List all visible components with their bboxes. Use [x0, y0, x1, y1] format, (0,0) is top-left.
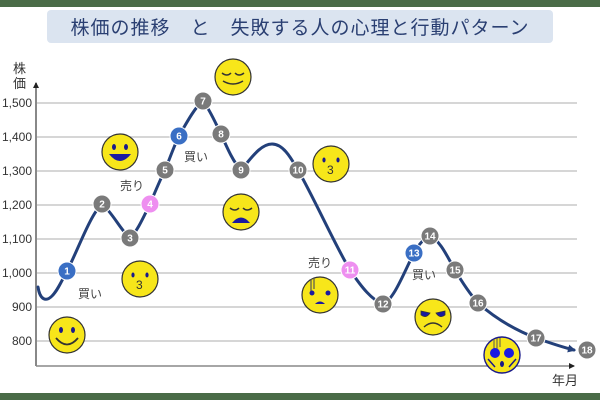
data-point-18: 18	[577, 340, 597, 360]
svg-text:12: 12	[377, 300, 389, 311]
buy-label: 買い	[78, 287, 102, 301]
title-box: 株価の推移 と 失敗する人の心理と行動パターン	[47, 10, 553, 43]
bottom-frame-band	[0, 393, 600, 400]
data-point-16: 16	[468, 293, 488, 313]
y-tick-label: 1,100	[2, 232, 32, 246]
y-tick-label: 800	[12, 334, 32, 348]
svg-text:11: 11	[345, 266, 356, 277]
svg-text:6: 6	[176, 132, 182, 143]
x-axis-title: 年月	[552, 374, 578, 389]
svg-text:5: 5	[162, 166, 168, 177]
sad-face-icon	[222, 193, 260, 231]
svg-text:14: 14	[424, 232, 436, 243]
svg-text:10: 10	[292, 166, 304, 177]
svg-text:1: 1	[64, 267, 70, 278]
data-point-7: 7	[193, 91, 213, 111]
svg-text:4: 4	[147, 200, 153, 211]
data-point-4: 4	[140, 194, 160, 214]
worried-face-icon	[301, 276, 339, 314]
sell-label: 売り	[120, 178, 144, 193]
svg-text:8: 8	[218, 130, 224, 141]
data-point-10: 10	[288, 160, 308, 180]
data-point-15: 15	[445, 260, 465, 280]
grinning-face-icon	[101, 133, 139, 171]
svg-text:18: 18	[581, 346, 593, 357]
data-point-17: 17	[526, 328, 546, 348]
data-point-5: 5	[155, 160, 175, 180]
angry-face-icon	[414, 298, 452, 336]
whistling-face-icon: 3	[312, 145, 350, 183]
data-point-3: 3	[120, 228, 140, 248]
y-tick-label: 1,200	[2, 198, 32, 212]
svg-text:17: 17	[530, 334, 542, 345]
y-tick-label: 1,400	[2, 130, 32, 144]
buy-label: 買い	[184, 150, 208, 164]
svg-text:7: 7	[200, 97, 206, 108]
happy-face-icon	[48, 316, 86, 354]
y-tick-label: 900	[12, 300, 32, 314]
faces: 3 3	[48, 58, 521, 374]
svg-text:3: 3	[327, 163, 334, 177]
top-frame-band	[0, 0, 600, 7]
data-point-12: 12	[373, 294, 393, 314]
svg-text:3: 3	[127, 234, 133, 245]
data-point-11: 11	[340, 260, 360, 280]
data-point-9: 9	[231, 160, 251, 180]
content-face-icon	[214, 58, 252, 96]
y-tick-label: 1,000	[2, 266, 32, 280]
data-point-13: 13	[404, 243, 424, 263]
whistling-face-icon: 3	[121, 260, 159, 298]
data-point-14: 14	[420, 226, 440, 246]
y-tick-label: 1,300	[2, 164, 32, 178]
svg-text:3: 3	[136, 278, 143, 292]
chart-title: 株価の推移 と 失敗する人の心理と行動パターン	[70, 17, 530, 39]
y-axis-title-2: 価	[13, 77, 26, 92]
data-point-1: 1	[57, 261, 77, 281]
data-point-8: 8	[211, 124, 231, 144]
data-point-2: 2	[92, 194, 112, 214]
svg-text:16: 16	[472, 299, 484, 310]
y-axis-title-1: 株	[13, 62, 26, 77]
y-tick-label: 1,500	[2, 96, 32, 110]
terrified-face-icon	[483, 336, 521, 374]
data-point-6: 6	[169, 126, 189, 146]
buy-label: 買い	[412, 268, 436, 282]
sell-label: 売り	[308, 255, 332, 270]
y-tick-labels: 800 900 1,000 1,100 1,200 1,300 1,400 1,500	[2, 96, 32, 348]
svg-text:15: 15	[449, 266, 461, 277]
svg-text:13: 13	[408, 249, 420, 260]
svg-text:2: 2	[99, 200, 105, 211]
svg-text:9: 9	[238, 166, 244, 177]
